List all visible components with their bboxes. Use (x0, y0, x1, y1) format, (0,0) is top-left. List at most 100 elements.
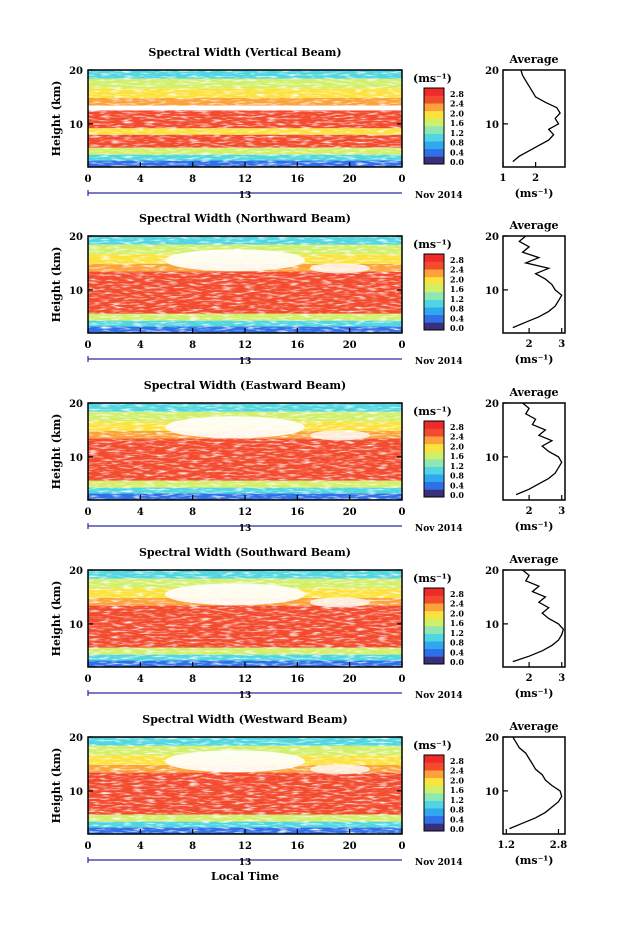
x-tick-label: 16 (290, 507, 304, 518)
colorbar-level: 1.6 (450, 451, 464, 461)
x-tick-label: 20 (343, 674, 357, 685)
panel-title: Spectral Width (Westward Beam) (142, 713, 347, 726)
colorbar-level: 2.4 (450, 265, 464, 275)
heatmap-texture (88, 70, 402, 167)
x-tick-label: 0 (399, 674, 406, 685)
colorbar-swatch (424, 808, 444, 817)
colorbar-level: 2.8 (450, 89, 464, 99)
x-tick-label: 16 (290, 340, 304, 351)
colorbar-unit: (ms⁻¹) (413, 405, 452, 418)
colorbar-level: 2.4 (450, 766, 464, 776)
date-month-year: Nov 2014 (415, 691, 463, 701)
colorbar-level: 1.6 (450, 284, 464, 294)
x-tick-label: 0 (399, 841, 406, 852)
average-profile-line (515, 402, 563, 496)
colorbar-swatch (424, 254, 444, 262)
colorbar-swatch (424, 648, 444, 657)
colorbar-frame (423, 420, 445, 498)
colorbar-level: 2.0 (450, 108, 464, 118)
colorbar-swatch (424, 481, 444, 490)
x-tick-label: 16 (290, 674, 304, 685)
colorbar-swatch (424, 118, 444, 127)
date-day: 13 (239, 691, 252, 701)
average-profile-line (512, 69, 561, 163)
x-axis-label: Local Time (211, 870, 279, 883)
x-tick-label: 16 (290, 174, 304, 185)
average-frame (502, 235, 566, 334)
average-unit: (ms⁻¹) (515, 854, 554, 867)
colorbar-level: 2.8 (450, 589, 464, 599)
x-tick-label: 12 (238, 674, 252, 685)
colorbar-swatch (424, 133, 444, 142)
colorbar-level: 0.8 (450, 805, 464, 815)
colorbar-level: 0.8 (450, 638, 464, 648)
y-axis-label: Height (km) (50, 247, 63, 323)
colorbar-level: 0.4 (450, 647, 464, 657)
colorbar-frame (423, 87, 445, 165)
colorbar-swatch (424, 785, 444, 794)
average-profile-line (512, 235, 563, 329)
colorbar-unit: (ms⁻¹) (413, 72, 452, 85)
x-tick-label: 20 (343, 841, 357, 852)
x-tick-label: 0 (399, 174, 406, 185)
colorbar-swatch (424, 261, 444, 270)
data-gap (165, 249, 305, 272)
beam-panel: Spectral Width (Eastward Beam)1020Height… (50, 379, 566, 534)
average-y-tick-label: 10 (485, 286, 499, 297)
panel-title: Spectral Width (Northward Beam) (139, 212, 351, 225)
average-x-tick-label: 3 (558, 673, 565, 684)
y-tick-label: 10 (69, 620, 83, 631)
date-day: 13 (239, 858, 252, 868)
colorbar-swatch (424, 314, 444, 323)
date-month-year: Nov 2014 (415, 524, 463, 534)
colorbar-swatch (424, 126, 444, 134)
colorbar-swatch (424, 307, 444, 316)
data-gap (310, 764, 370, 775)
y-tick-label: 20 (69, 733, 83, 744)
average-x-tick-label: 2 (532, 173, 539, 184)
data-gap (165, 750, 305, 773)
colorbar-swatch (424, 641, 444, 650)
date-month-year: Nov 2014 (415, 191, 463, 201)
colorbar-level: 2.0 (450, 608, 464, 618)
average-title: Average (508, 720, 558, 733)
colorbar-swatch (424, 656, 444, 665)
colorbar-swatch (424, 762, 444, 771)
y-tick-label: 20 (69, 399, 83, 410)
colorbar-level: 0.8 (450, 138, 464, 148)
colorbar-swatch (424, 88, 444, 96)
colorbar-swatch (424, 269, 444, 278)
date-day: 13 (239, 191, 252, 201)
x-tick-label: 0 (85, 841, 92, 852)
colorbar-level: 1.2 (450, 128, 464, 138)
colorbar-level: 0.0 (450, 157, 464, 167)
colorbar-swatch (424, 777, 444, 786)
colorbar-swatch (424, 276, 444, 285)
x-tick-label: 8 (189, 507, 196, 518)
y-tick-label: 20 (69, 232, 83, 243)
colorbar-unit: (ms⁻¹) (413, 238, 452, 251)
y-axis-label: Height (km) (50, 748, 63, 824)
colorbar-swatch (424, 284, 444, 293)
colorbar-swatch (424, 443, 444, 452)
colorbar-level: 0.0 (450, 323, 464, 333)
average-y-tick-label: 20 (485, 66, 499, 77)
beam-panel: Spectral Width (Northward Beam) 10 20 Heigh… (50, 212, 566, 367)
colorbar-swatch (424, 489, 444, 498)
colorbar-level: 2.8 (450, 756, 464, 766)
colorbar-unit: (ms⁻¹) (413, 739, 452, 752)
panel-title: Spectral Width (Vertical Beam) (148, 46, 341, 59)
average-x-tick-label: 2 (526, 506, 533, 517)
colorbar-level: 0.8 (450, 471, 464, 481)
colorbar-level: 1.6 (450, 618, 464, 628)
colorbar-level: 0.0 (450, 657, 464, 667)
y-tick-label: 10 (69, 286, 83, 297)
x-tick-label: 8 (189, 174, 196, 185)
x-tick-label: 0 (399, 340, 406, 351)
y-tick-label: 10 (69, 120, 83, 131)
colorbar-swatch (424, 292, 444, 300)
colorbar-level: 2.4 (450, 432, 464, 442)
y-axis-label: Height (km) (50, 581, 63, 657)
x-tick-label: 4 (137, 674, 144, 685)
colorbar-swatch (424, 428, 444, 437)
